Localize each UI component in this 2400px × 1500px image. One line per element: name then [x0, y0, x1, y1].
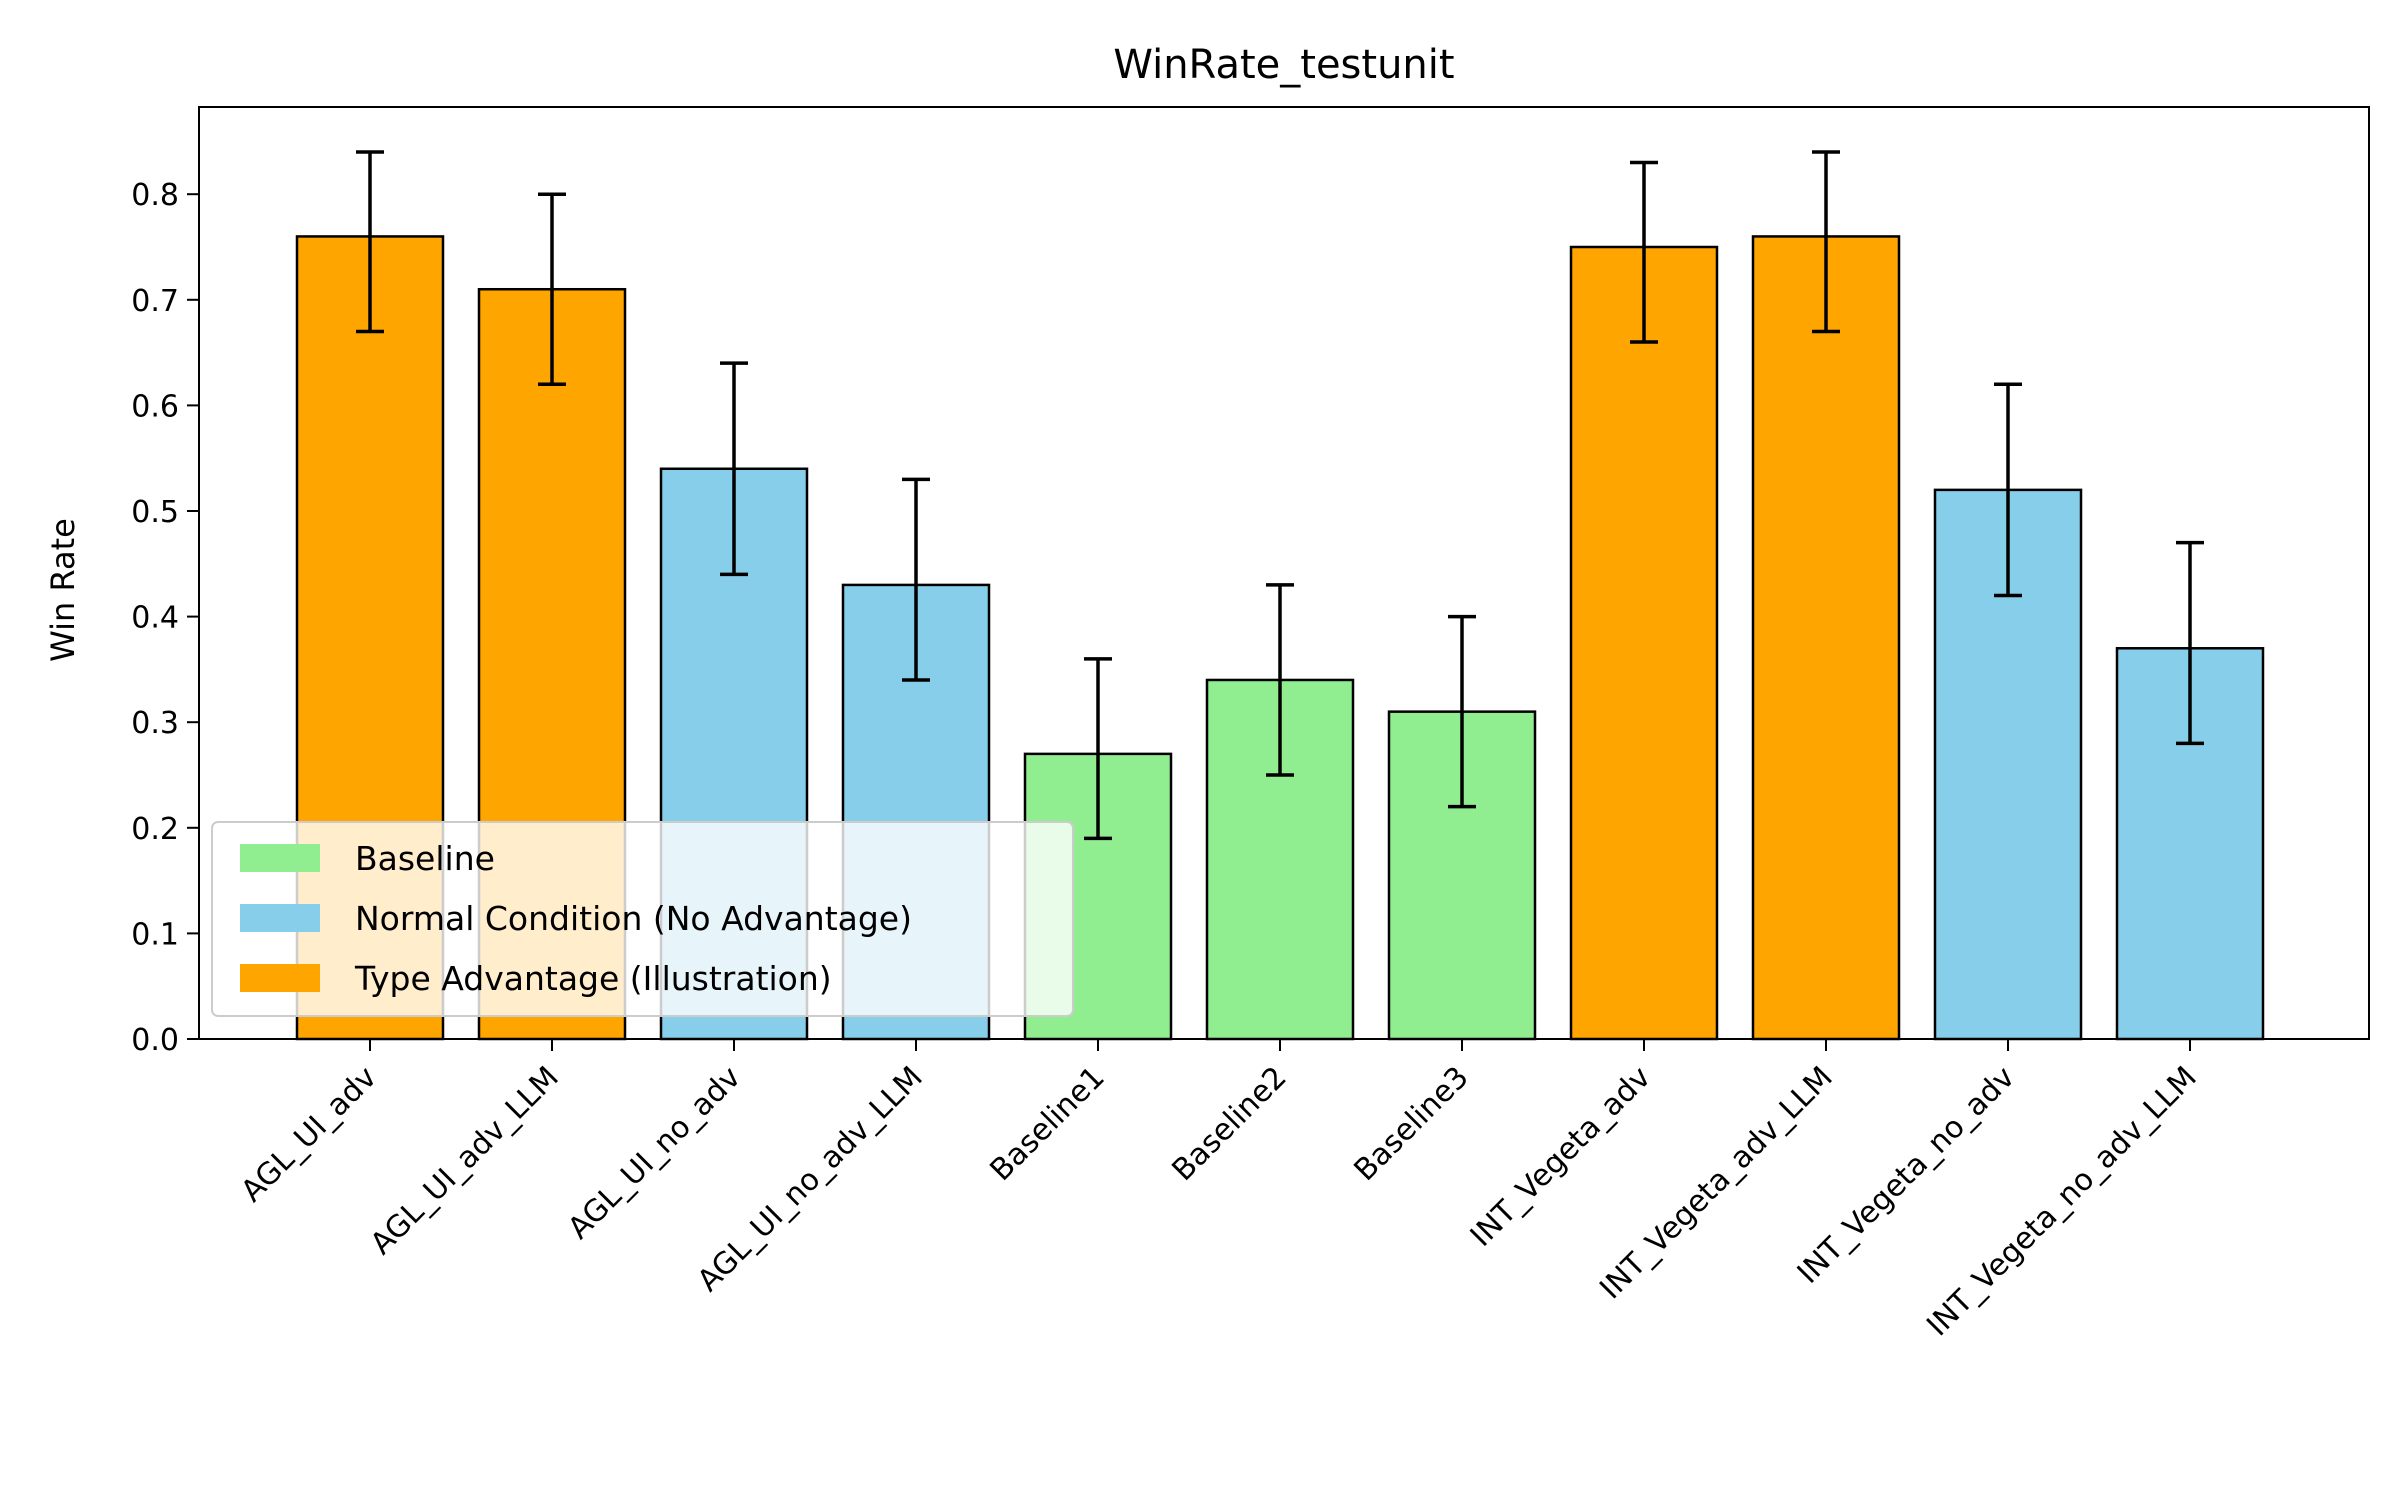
- plot-frame: [198, 106, 2370, 1040]
- error-bar-baseline1: [1084, 657, 1112, 841]
- error-bar-int-vegeta-no-adv-llm: [2176, 540, 2204, 746]
- y-axis-label: Win Rate: [44, 518, 82, 662]
- error-bar-agl-ui-adv-llm: [538, 192, 566, 387]
- error-bar-int-vegeta-adv: [1630, 160, 1658, 344]
- error-bars-layer: [356, 150, 2204, 841]
- y-tick-label: 0.3: [131, 706, 179, 741]
- error-bar-baseline3: [1448, 614, 1476, 809]
- y-tick-label: 0.0: [131, 1023, 179, 1058]
- chart-title: WinRate_testunit: [1113, 42, 1454, 88]
- legend-swatch-normal: [240, 904, 320, 932]
- bar-int-vegeta-adv-llm: [1751, 235, 1901, 1041]
- error-bar-agl-ui-no-adv: [720, 361, 748, 577]
- y-tick-label: 0.7: [131, 284, 179, 319]
- y-tick-label: 0.8: [131, 178, 179, 213]
- legend: Baseline Normal Condition (No Advantage)…: [211, 821, 1074, 1017]
- error-bar-baseline2: [1266, 583, 1294, 777]
- error-bar-int-vegeta-adv-llm: [1812, 150, 1840, 334]
- legend-label-normal: Normal Condition (No Advantage): [355, 899, 912, 938]
- y-tick-label: 0.2: [131, 812, 179, 847]
- legend-label-baseline: Baseline: [355, 839, 495, 878]
- legend-label-type-advantage: Type Advantage (Illustration): [354, 959, 832, 998]
- legend-swatch-baseline: [240, 844, 320, 872]
- legend-box: [211, 821, 1074, 1017]
- y-axis: 0.0 0.1 0.2 0.3 0.4 0.5 0.6 0.7 0.8: [131, 178, 199, 1058]
- y-tick-label: 0.4: [131, 601, 179, 636]
- error-bar-agl-ui-adv: [356, 150, 384, 334]
- y-tick-label: 0.6: [131, 389, 179, 424]
- y-tick-label: 0.1: [131, 917, 179, 952]
- error-bar-int-vegeta-no-adv: [1994, 382, 2022, 598]
- legend-swatch-type-advantage: [240, 964, 320, 992]
- error-bar-agl-ui-no-adv-llm: [902, 477, 930, 682]
- y-tick-label: 0.5: [131, 495, 179, 530]
- bar-int-vegeta-adv: [1569, 245, 1719, 1041]
